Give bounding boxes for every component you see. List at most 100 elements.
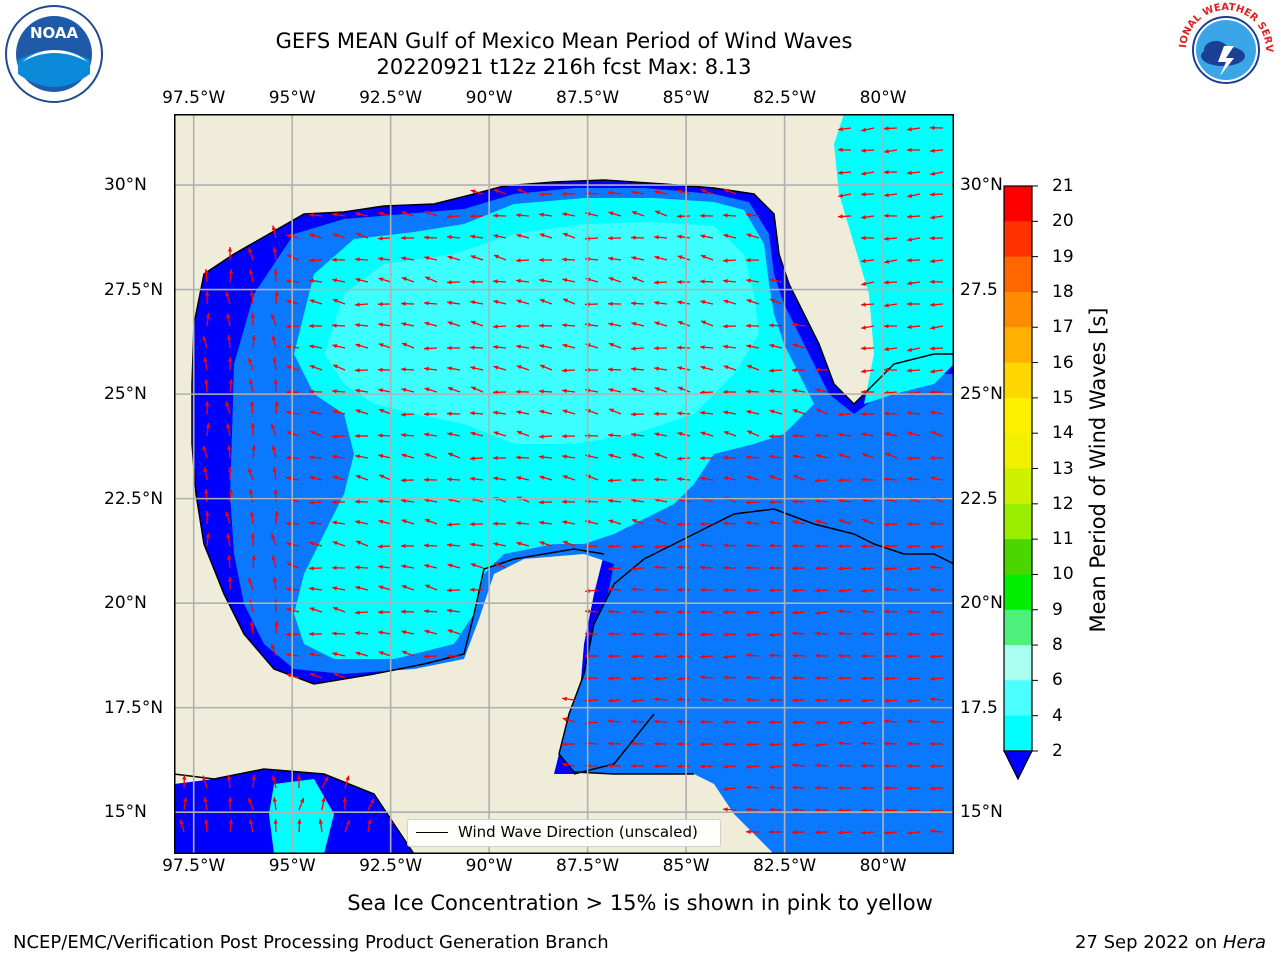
- lon-tick-top: 95°W: [268, 88, 316, 108]
- wind-wave-arrow: [309, 410, 323, 415]
- wind-wave-arrow: [630, 346, 645, 351]
- wind-wave-arrow: [539, 298, 553, 305]
- wind-wave-arrow: [447, 432, 461, 437]
- wind-wave-arrow: [769, 454, 783, 459]
- wind-wave-arrow: [423, 235, 438, 240]
- wind-wave-arrow: [607, 301, 622, 307]
- wind-wave-arrow: [538, 389, 553, 394]
- wind-wave-arrow: [332, 278, 346, 283]
- wind-wave-arrow: [676, 214, 691, 219]
- wind-wave-arrow: [377, 433, 392, 438]
- wind-wave-arrow: [723, 587, 736, 593]
- wind-wave-arrow: [861, 432, 875, 437]
- wind-wave-arrow: [791, 433, 806, 439]
- wind-wave-arrow: [838, 498, 852, 503]
- wind-wave-arrow: [202, 445, 208, 459]
- wind-wave-arrow: [791, 785, 806, 790]
- wind-wave-arrow: [837, 170, 852, 175]
- wind-wave-arrow: [815, 388, 829, 393]
- footer-credit: NCEP/EMC/Verification Post Processing Pr…: [13, 932, 609, 953]
- wind-wave-arrow: [906, 456, 921, 461]
- wind-wave-arrow: [906, 786, 921, 791]
- wind-wave-arrow: [539, 278, 553, 283]
- wind-wave-arrow: [607, 367, 622, 372]
- wind-wave-arrow: [355, 520, 369, 525]
- wind-wave-arrow: [699, 543, 714, 548]
- wind-wave-arrow: [861, 325, 875, 330]
- wind-wave-arrow: [516, 299, 530, 305]
- wind-wave-arrow: [723, 299, 737, 305]
- wind-wave-arrow: [906, 587, 921, 592]
- lon-tick-top: 80°W: [859, 88, 907, 108]
- wind-wave-arrow: [631, 631, 644, 637]
- wind-wave-arrow: [631, 190, 645, 195]
- wind-wave-arrow: [930, 369, 944, 374]
- wind-wave-arrow: [883, 741, 898, 746]
- wind-wave-arrow: [722, 742, 737, 747]
- wind-wave-arrow: [746, 212, 760, 218]
- wind-wave-arrow: [654, 300, 668, 306]
- colorbar-segment: [1004, 539, 1032, 575]
- wind-wave-arrow: [814, 763, 829, 768]
- wind-wave-arrow: [226, 423, 231, 437]
- legend-line-swatch: [416, 832, 448, 833]
- wind-wave-arrow: [769, 632, 783, 638]
- wind-wave-arrow: [745, 610, 760, 615]
- wind-wave-arrow: [860, 609, 875, 614]
- wind-wave-arrow: [677, 476, 691, 482]
- wind-wave-arrow: [607, 653, 622, 659]
- wind-wave-arrow: [470, 255, 484, 261]
- wind-wave-arrow: [608, 211, 622, 217]
- wind-wave-arrow: [608, 342, 622, 349]
- wind-wave-arrow: [929, 676, 944, 681]
- wind-wave-arrow: [492, 521, 507, 526]
- wind-wave-arrow: [470, 234, 484, 239]
- wind-wave-arrow: [745, 323, 760, 329]
- lat-tick-left: 22.5°N: [104, 488, 164, 509]
- wind-wave-arrow: [746, 475, 760, 481]
- wind-wave-arrow: [226, 533, 231, 547]
- wind-wave-arrow: [722, 455, 737, 460]
- lat-tick-left: 15°N: [104, 802, 147, 823]
- wind-wave-arrow: [722, 807, 737, 812]
- wind-wave-arrow: [930, 171, 944, 176]
- colorbar-segment: [1004, 256, 1032, 293]
- wind-wave-arrow: [883, 785, 898, 791]
- wind-wave-arrow: [861, 588, 875, 594]
- wind-wave-arrow: [630, 587, 645, 592]
- lat-tick-left: 17.5°N: [104, 697, 164, 718]
- wind-wave-arrow: [539, 475, 553, 481]
- wind-wave-arrow: [837, 609, 852, 614]
- wind-wave-arrow: [226, 775, 232, 789]
- wind-wave-arrow: [377, 499, 392, 504]
- wind-wave-arrow: [929, 829, 944, 834]
- wind-wave-arrow: [631, 763, 644, 769]
- wind-wave-arrow: [423, 543, 438, 548]
- lon-tick-bottom: 95°W: [268, 856, 316, 876]
- wind-wave-arrow: [814, 830, 829, 835]
- wind-wave-arrow: [270, 313, 277, 327]
- wind-wave-arrow: [516, 365, 530, 371]
- wind-wave-arrow: [631, 566, 645, 572]
- wind-wave-arrow: [699, 764, 714, 769]
- wind-wave-arrow: [722, 258, 737, 263]
- wind-wave-arrow: [861, 389, 874, 395]
- wind-wave-arrow: [792, 454, 806, 459]
- lat-tick-right: 25°N: [960, 384, 1003, 405]
- wind-wave-arrow: [907, 830, 921, 836]
- wind-wave-arrow: [883, 213, 898, 219]
- wind-wave-arrow: [309, 652, 323, 657]
- wind-wave-arrow: [929, 521, 944, 526]
- wind-wave-arrow: [516, 410, 530, 415]
- wind-wave-arrow: [906, 676, 921, 681]
- map-area: [174, 114, 954, 854]
- wind-wave-arrow: [883, 609, 898, 614]
- wind-wave-arrow: [309, 278, 323, 283]
- wind-wave-arrow: [332, 233, 346, 239]
- wind-wave-arrow: [861, 452, 875, 459]
- wind-wave-arrow: [677, 366, 691, 371]
- wind-wave-arrow: [837, 830, 852, 835]
- wind-wave-arrow: [745, 807, 760, 812]
- wind-wave-arrow: [378, 322, 392, 327]
- wind-wave-arrow: [883, 719, 898, 724]
